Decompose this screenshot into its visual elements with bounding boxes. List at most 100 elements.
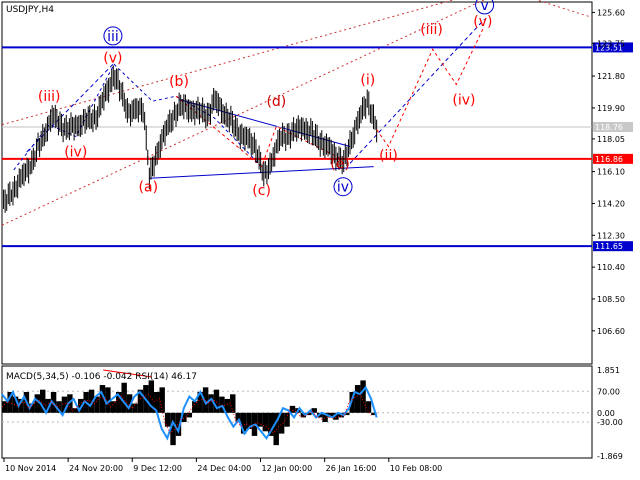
wave-circle [333, 177, 353, 197]
price-tick-label: 121.80 [597, 72, 625, 81]
main-plot-frame [1, 1, 593, 365]
macd-bar [322, 412, 328, 423]
signal-line [103, 369, 152, 378]
price-tick-label: 118.05 [597, 135, 625, 144]
level-tag-resistance [593, 42, 633, 53]
wave-label: (ii) [379, 148, 398, 164]
indicator-tick-label: -30.00 [597, 418, 623, 427]
macd-bar [240, 412, 247, 434]
macd-bar [186, 412, 193, 418]
wave-label: (v) [473, 14, 492, 30]
macd-bar [289, 405, 296, 413]
macd-bar [67, 394, 73, 413]
wave-label: iii [107, 29, 119, 45]
macd-bar [230, 394, 236, 413]
time-tick-label: 9 Dec 12:00 [133, 464, 182, 473]
macd-bar [132, 403, 138, 413]
wave-label: (v) [103, 51, 122, 67]
price-tick-label: 112.30 [597, 231, 625, 240]
macd-bar [306, 412, 312, 416]
level-label-current: 116.86 [595, 155, 623, 164]
macd-bar [354, 385, 361, 413]
macd-bar [2, 401, 8, 413]
indicator-tick-label: 0.00 [597, 409, 615, 418]
trend-line-channel-lower [1, 0, 485, 226]
projection-zigzag [376, 28, 484, 148]
wave-label: (iii) [38, 89, 61, 105]
wave-label: (a) [139, 180, 159, 196]
time-tick-label: 10 Nov 2014 [5, 464, 56, 473]
trend-line-channel-upper [1, 0, 455, 126]
macd-bar [170, 412, 176, 446]
indicator-tick-label: 1.851 [597, 366, 620, 375]
macd-bar [208, 394, 214, 413]
macd-bar [34, 394, 41, 413]
wave-count-blue-dashed [13, 63, 262, 171]
macd-bar [88, 389, 95, 413]
macd-bar [235, 412, 241, 423]
trend-line-iv-to-v [349, 18, 485, 164]
indicator-tick-label: 70.00 [597, 387, 620, 396]
level-label-resistance: 123.51 [595, 43, 623, 52]
time-tick-label: 12 Jan 00:00 [262, 464, 313, 473]
macd-bar [7, 391, 13, 413]
macd-bar [181, 412, 187, 423]
macd-bar [61, 396, 68, 413]
macd-bar [121, 382, 127, 413]
time-tick-label: 24 Nov 20:00 [69, 464, 123, 473]
macd-bar [94, 396, 100, 413]
price-axis: 125.60 123.75 121.80 119.90 118.05 116.10 114.… [592, 8, 625, 336]
macd-bar [110, 401, 117, 413]
macd-bar [137, 389, 144, 413]
current-price-tag [593, 122, 633, 133]
price-tick-label: 116.10 [597, 168, 625, 177]
wave-label: (b) [169, 74, 189, 90]
macd-bar [268, 412, 274, 436]
macd-bar [278, 412, 285, 434]
macd-bar [154, 391, 160, 413]
macd-bar [126, 394, 133, 413]
wave-label: iv [337, 180, 349, 196]
indicator-tick-label: -1.869 [597, 452, 623, 461]
level-tag-current [593, 153, 633, 164]
macd-bar [18, 398, 24, 413]
macd-bar [333, 412, 339, 420]
macd-bar [257, 412, 263, 427]
macd-bar [197, 391, 203, 413]
macd-bar [344, 412, 350, 416]
price-tick-label: 110.40 [597, 263, 625, 272]
wave-circle [475, 0, 495, 15]
macd-bar [273, 412, 279, 446]
macd-bar [327, 412, 334, 418]
time-tick-label: 10 Feb 08:00 [390, 464, 442, 473]
macd-bar [105, 387, 111, 413]
wave-label: (e) [330, 156, 350, 172]
macd-bar [164, 412, 171, 427]
macd-bar [72, 408, 79, 413]
trend-line-right-top [538, 0, 593, 18]
macd-bar [365, 401, 372, 413]
wave-label: (iii) [420, 22, 443, 38]
macd-bar [192, 401, 198, 413]
wave-label: (iv) [452, 93, 475, 109]
macd-bar [224, 398, 231, 413]
wave-count-lines [13, 63, 341, 171]
rsi-line [1, 385, 378, 441]
price-tick-label: 119.90 [597, 104, 625, 113]
macd-bar [360, 380, 366, 413]
price-tick-label: 125.60 [597, 8, 625, 17]
symbol-label: USDJPY,H4 [6, 5, 54, 15]
wave-circle [103, 26, 123, 46]
macd-bar [40, 389, 46, 413]
level-tag-support [593, 241, 633, 252]
macd-bar [284, 412, 290, 427]
wave-labels: (iii) (iv) iii (v) (a) (b) (c) (d) (e) iv (i) (ii) (… [38, 0, 495, 199]
wave-count-red-dashed [175, 95, 341, 168]
price-bars [1, 65, 378, 220]
macd-bar [29, 403, 35, 413]
macd-bar [12, 396, 19, 413]
macd-bar [175, 412, 182, 436]
indicator-panel: 1.851 70.00 0.00-30.00 -1.869 [1, 366, 623, 461]
macd-bar [311, 408, 317, 413]
price-tick-label: 106.60 [597, 327, 625, 336]
